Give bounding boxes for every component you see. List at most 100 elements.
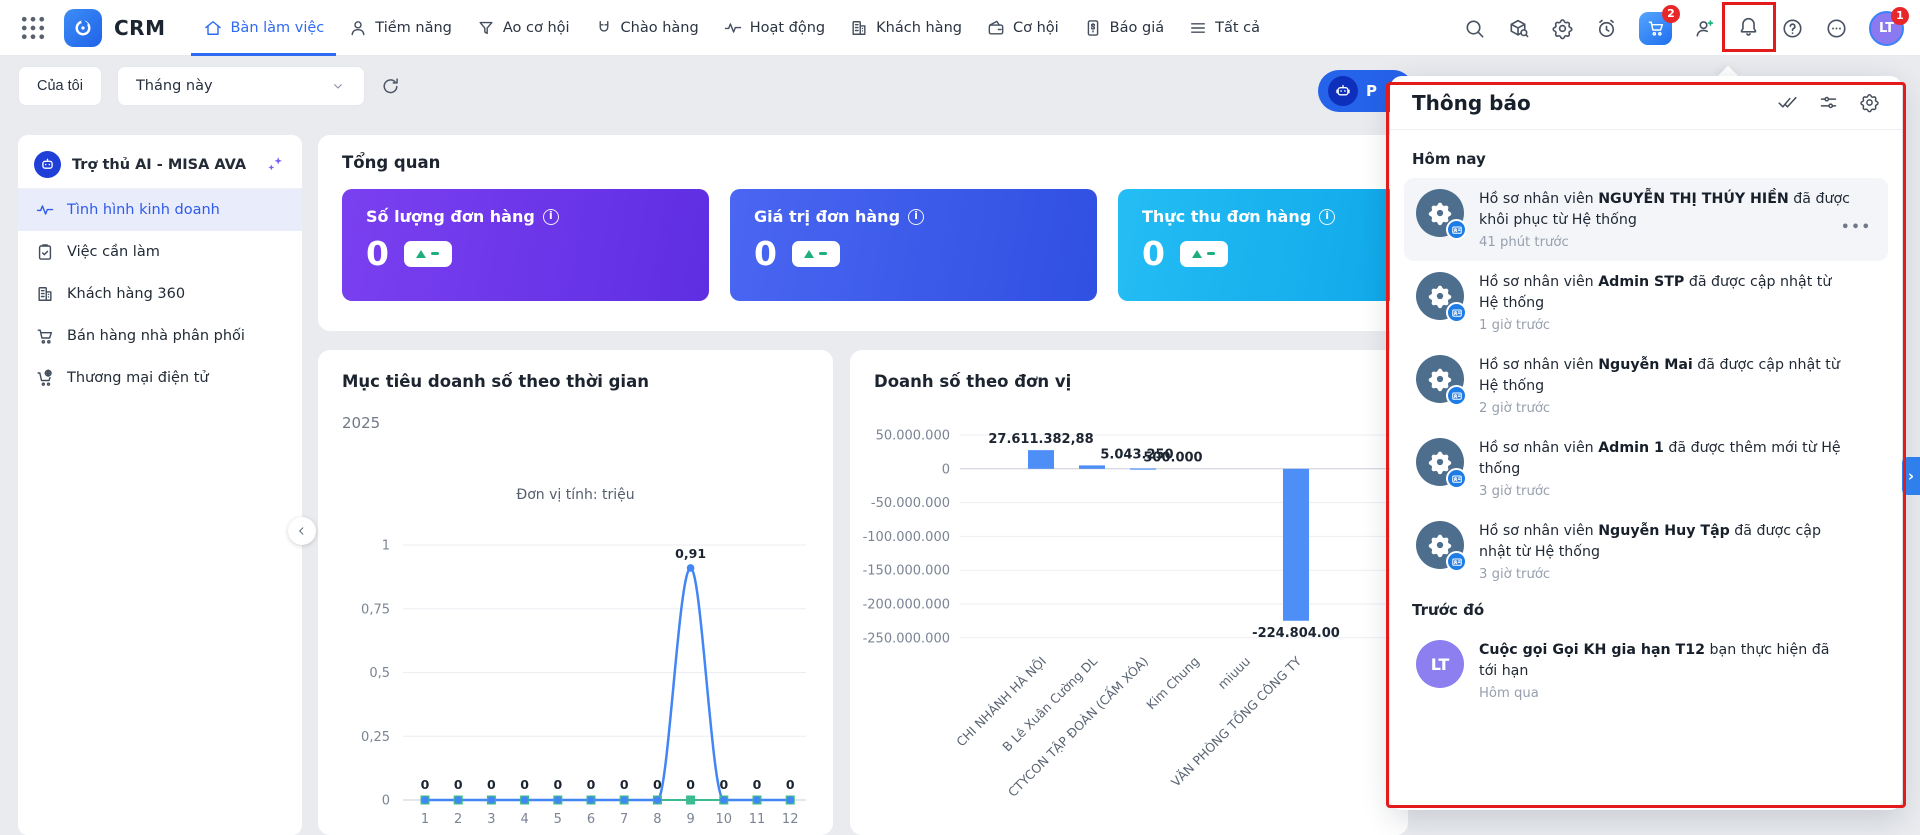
svg-text:B Lê Xuân Cường DL: B Lê Xuân Cường DL bbox=[999, 653, 1100, 754]
user-avatar[interactable]: LT 1 bbox=[1869, 11, 1904, 46]
tab-hoat-dong[interactable]: Hoạt động bbox=[711, 0, 837, 56]
help-icon[interactable] bbox=[1781, 17, 1804, 40]
nav-tabs: Bàn làm việc Tiềm năng Ao cơ hội Chào hà… bbox=[191, 0, 1272, 56]
notification-time: 41 phút trước bbox=[1479, 235, 1876, 250]
store-app-button[interactable]: 2 bbox=[1639, 12, 1672, 45]
add-user-icon[interactable] bbox=[1693, 17, 1716, 40]
refresh-icon[interactable] bbox=[380, 76, 401, 97]
sidebar-collapse-button[interactable] bbox=[288, 517, 316, 545]
invoice-icon bbox=[1083, 18, 1103, 38]
trend-pill bbox=[792, 241, 840, 267]
svg-text:500.000: 500.000 bbox=[1143, 450, 1202, 465]
bar-chart[interactable]: 50.000.0000-50.000.000-100.000.000-150.0… bbox=[850, 350, 1408, 835]
svg-text:0: 0 bbox=[421, 777, 430, 792]
sidebar-item-ai-assistant[interactable]: Trợ thủ AI - MISA AVA bbox=[18, 141, 302, 189]
info-icon: i bbox=[1319, 209, 1335, 225]
item-more-button[interactable]: ••• bbox=[1841, 220, 1872, 235]
sidebar-item-label: Việc cần làm bbox=[67, 244, 160, 260]
system-gear-avatar bbox=[1416, 355, 1464, 403]
notification-item[interactable]: LT Cuộc gọi Gọi KH gia hạn T12 bạn thực … bbox=[1404, 629, 1888, 712]
trend-pill bbox=[404, 241, 452, 267]
search-icon[interactable] bbox=[1463, 17, 1486, 40]
sidebar-item-thuong-mai-dien-tu[interactable]: Thương mại điện tử bbox=[18, 357, 302, 399]
expand-panel-edge-button[interactable]: › bbox=[1902, 457, 1920, 495]
ava-button-label: P bbox=[1366, 82, 1377, 100]
svg-text:50.000.000: 50.000.000 bbox=[876, 429, 950, 444]
svg-text:0: 0 bbox=[719, 777, 728, 792]
notification-time: 2 giờ trước bbox=[1479, 401, 1876, 416]
line-chart[interactable]: 00,250,50,7511234567891011120000000000,9… bbox=[318, 460, 833, 835]
sidebar-item-tinh-hinh-kinh-doanh[interactable]: Tình hình kinh doanh bbox=[18, 189, 302, 231]
sidebar-item-khach-hang-360[interactable]: Khách hàng 360 bbox=[18, 273, 302, 315]
svg-text:3: 3 bbox=[487, 812, 495, 827]
notification-item[interactable]: Hồ sơ nhân viên Admin STP đã được cập nh… bbox=[1404, 261, 1888, 344]
svg-text:0: 0 bbox=[587, 777, 596, 792]
tab-ban-lam-viec[interactable]: Bàn làm việc bbox=[191, 0, 336, 56]
svg-text:0: 0 bbox=[487, 777, 496, 792]
svg-text:0: 0 bbox=[620, 777, 629, 792]
overview-title: Tổng quan bbox=[342, 153, 440, 172]
notification-panel: Thông báo Hôm nay Hồ sơ nhân viên NGUYỄN… bbox=[1390, 76, 1902, 810]
cart-icon bbox=[35, 326, 55, 346]
tab-tiem-nang[interactable]: Tiềm năng bbox=[336, 0, 464, 56]
magnet-icon bbox=[594, 18, 614, 38]
svg-text:12: 12 bbox=[782, 812, 799, 827]
tab-tat-ca[interactable]: Tất cả bbox=[1176, 0, 1272, 56]
crm-logo[interactable] bbox=[64, 9, 102, 47]
kpi-gia-tri-don-hang[interactable]: Giá trị đơn hàngi 0 bbox=[730, 189, 1097, 301]
kpi-value: 0 bbox=[754, 234, 777, 273]
sidebar-assistant-label: Trợ thủ AI - MISA AVA bbox=[72, 157, 246, 173]
tab-bao-gia[interactable]: Báo giá bbox=[1071, 0, 1176, 56]
tab-chao-hang[interactable]: Chào hàng bbox=[582, 0, 711, 56]
notification-item[interactable]: Hồ sơ nhân viên Nguyễn Mai đã được cập n… bbox=[1404, 344, 1888, 427]
dash-icon bbox=[819, 252, 827, 255]
svg-text:2: 2 bbox=[454, 812, 462, 827]
cart-badge: 2 bbox=[1662, 5, 1680, 23]
svg-text:10: 10 bbox=[716, 812, 733, 827]
notification-panel-header: Thông báo bbox=[1390, 76, 1902, 130]
my-scope-button[interactable]: Của tôi bbox=[18, 66, 102, 106]
svg-text:0,75: 0,75 bbox=[361, 602, 390, 617]
svg-text:0: 0 bbox=[686, 777, 695, 792]
avatar-initials: LT bbox=[1879, 21, 1894, 36]
ava-robot-icon bbox=[34, 151, 61, 178]
product-search-icon[interactable] bbox=[1507, 17, 1530, 40]
app-grid-icon[interactable] bbox=[18, 13, 48, 43]
tab-label: Bàn làm việc bbox=[230, 20, 324, 36]
tab-label: Cơ hội bbox=[1013, 20, 1059, 36]
dashboard-toolbar: Của tôi Tháng này bbox=[18, 66, 401, 106]
svg-text:Kim Chung: Kim Chung bbox=[1143, 654, 1202, 713]
triangle-up-icon bbox=[416, 250, 426, 258]
trend-pill bbox=[1180, 241, 1228, 267]
sidebar-item-ban-hang-npp[interactable]: Bán hàng nhà phân phối bbox=[18, 315, 302, 357]
notification-settings-icon[interactable] bbox=[1859, 92, 1880, 113]
notifications-button[interactable] bbox=[1737, 15, 1760, 42]
notification-item[interactable]: Hồ sơ nhân viên NGUYỄN THỊ THÚY HIỀN đã … bbox=[1404, 178, 1888, 261]
notification-item[interactable]: Hồ sơ nhân viên Nguyễn Huy Tập đã được c… bbox=[1404, 510, 1888, 593]
tab-co-hoi[interactable]: Cơ hội bbox=[974, 0, 1071, 56]
system-gear-avatar bbox=[1416, 189, 1464, 237]
building-icon bbox=[849, 18, 869, 38]
system-gear-avatar bbox=[1416, 521, 1464, 569]
filter-sliders-icon[interactable] bbox=[1818, 92, 1839, 113]
svg-text:27.611.382,88: 27.611.382,88 bbox=[988, 432, 1093, 447]
tab-label: Tất cả bbox=[1215, 20, 1260, 36]
svg-text:0,91: 0,91 bbox=[675, 546, 706, 561]
tab-khach-hang[interactable]: Khách hàng bbox=[837, 0, 974, 56]
notification-text: Hồ sơ nhân viên Admin STP đã được cập nh… bbox=[1479, 272, 1876, 314]
sidebar-item-viec-can-lam[interactable]: Việc cần làm bbox=[18, 231, 302, 273]
kpi-so-luong-don-hang[interactable]: Số lượng đơn hàngi 0 bbox=[342, 189, 709, 301]
mark-all-read-icon[interactable] bbox=[1777, 92, 1798, 113]
more-options-icon[interactable] bbox=[1825, 17, 1848, 40]
alarm-clock-icon[interactable] bbox=[1595, 17, 1618, 40]
settings-gear-icon[interactable] bbox=[1551, 17, 1574, 40]
sparkles-icon bbox=[264, 154, 286, 176]
period-select[interactable]: Tháng này bbox=[117, 66, 365, 106]
cart-globe-icon bbox=[35, 368, 55, 388]
dash-icon bbox=[1207, 252, 1215, 255]
section-label-earlier: Trước đó bbox=[1412, 601, 1880, 619]
kpi-value: 0 bbox=[366, 234, 389, 273]
tab-ao-co-hoi[interactable]: Ao cơ hội bbox=[464, 0, 582, 56]
kpi-label: Giá trị đơn hàng bbox=[754, 207, 900, 226]
notification-item[interactable]: Hồ sơ nhân viên Admin 1 đã được thêm mới… bbox=[1404, 427, 1888, 510]
